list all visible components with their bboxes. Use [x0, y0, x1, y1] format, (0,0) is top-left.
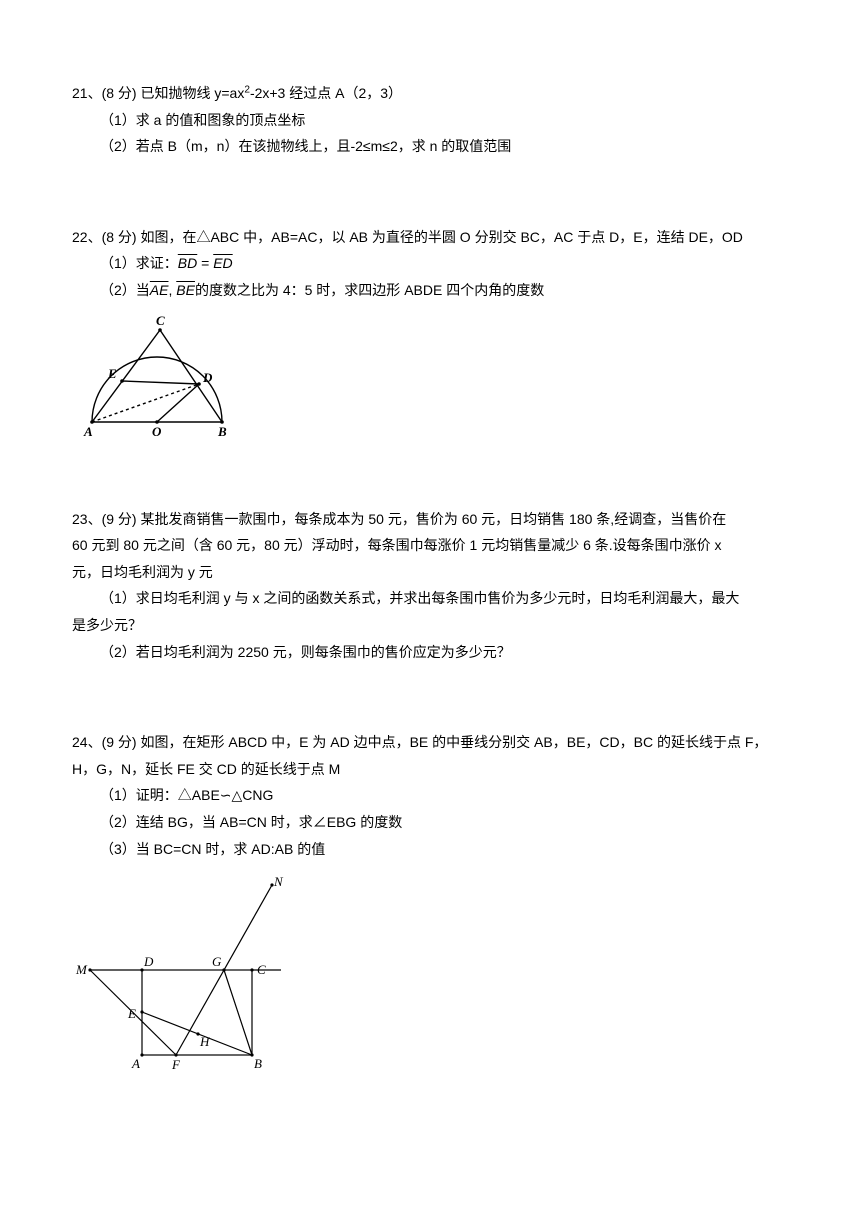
figure-22: A B O C E D	[72, 312, 788, 442]
text: 的度数之比为 4：5 时，求四边形 ABDE 四个内角的度数	[195, 282, 544, 298]
subquestion-1: （1）求 a 的值和图象的顶点坐标	[72, 107, 788, 134]
label-n: N	[273, 874, 284, 889]
arc-ed: ED	[213, 255, 232, 271]
problem-23-line3: 元，日均毛利润为 y 元	[72, 559, 788, 586]
semicircle-diagram: A B O C E D	[72, 312, 252, 442]
figure-24: A B C D E F G H M N	[72, 870, 788, 1080]
problem-21: 21、(8 分) 已知抛物线 y=ax2-2x+3 经过点 A（2，3） （1）…	[72, 80, 788, 160]
subquestion-2: （2）连结 BG，当 AB=CN 时，求∠EBG 的度数	[72, 809, 788, 836]
text: （2）当	[100, 282, 150, 298]
subquestion-1a: （1）求日均毛利润 y 与 x 之间的函数关系式，并求出每条围巾售价为多少元时，…	[100, 585, 788, 612]
arc-bd: BD	[178, 255, 197, 271]
points: (9 分)	[102, 734, 137, 750]
problem-24-line1: 24、(9 分) 如图，在矩形 ABCD 中，E 为 AD 边中点，BE 的中垂…	[72, 729, 788, 756]
label-e: E	[127, 1006, 136, 1021]
problem-number: 24、	[72, 734, 102, 750]
problem-22-statement: 22、(8 分) 如图，在△ABC 中，AB=AC，以 AB 为直径的半圆 O …	[72, 224, 788, 251]
line-od	[157, 384, 199, 422]
line-bc	[160, 330, 222, 422]
text: 某批发商销售一款围巾，每条成本为 50 元，售价为 60 元，日均销售 180 …	[137, 511, 727, 527]
points: (8 分)	[102, 229, 137, 245]
label-o: O	[152, 424, 162, 439]
label-d: D	[143, 954, 154, 969]
subquestion-3: （3）当 BC=CN 时，求 AD:AB 的值	[72, 836, 788, 863]
problem-number: 23、	[72, 511, 102, 527]
subquestion-2: （2）若点 B（m，n）在该抛物线上，且-2≤m≤2，求 n 的取值范围	[72, 133, 788, 160]
text: -2x+3 经过点 A（2，3）	[250, 85, 402, 101]
line-ad	[92, 384, 199, 422]
problem-number: 21、	[72, 85, 102, 101]
problem-23: 23、(9 分) 某批发商销售一款围巾，每条成本为 50 元，售价为 60 元，…	[72, 506, 788, 666]
problem-24: 24、(9 分) 如图，在矩形 ABCD 中，E 为 AD 边中点，BE 的中垂…	[72, 729, 788, 1080]
label-h: H	[199, 1034, 210, 1049]
label-d: D	[202, 370, 213, 385]
text: =	[197, 255, 213, 271]
subquestion-2: （2）当AE, BE的度数之比为 4：5 时，求四边形 ABDE 四个内角的度数	[72, 277, 788, 304]
problem-number: 22、	[72, 229, 102, 245]
label-a: A	[131, 1056, 140, 1071]
text: 如图，在矩形 ABCD 中，E 为 AD 边中点，BE 的中垂线分别交 AB，B…	[137, 734, 768, 750]
label-m: M	[75, 962, 88, 977]
text: 已知抛物线 y=ax	[137, 85, 245, 101]
problem-23-line2: 60 元到 80 元之间（含 60 元，80 元）浮动时，每条围巾每涨价 1 元…	[72, 532, 788, 559]
label-c: C	[257, 962, 266, 977]
label-b: B	[254, 1056, 262, 1071]
problem-22: 22、(8 分) 如图，在△ABC 中，AB=AC，以 AB 为直径的半圆 O …	[72, 224, 788, 442]
label-f: F	[171, 1057, 181, 1072]
label-e: E	[107, 366, 117, 381]
problem-24-line2: H，G，N，延长 FE 交 CD 的延长线于点 M	[72, 756, 788, 783]
subquestion-1: （1）证明：△ABE∽△CNG	[72, 782, 788, 809]
text: 如图，在△ABC 中，AB=AC，以 AB 为直径的半圆 O 分别交 BC，AC…	[137, 229, 743, 245]
line-ed	[122, 381, 199, 384]
line-bg	[224, 970, 252, 1055]
label-b: B	[217, 424, 227, 439]
label-a: A	[83, 424, 93, 439]
arc-be: BE	[176, 282, 195, 298]
points: (9 分)	[102, 511, 137, 527]
rectangle-diagram: A B C D E F G H M N	[72, 870, 312, 1080]
subquestion-1: （1）求证：BD = ED	[72, 250, 788, 277]
line-ac	[92, 330, 160, 422]
arc-ae: AE	[150, 282, 169, 298]
label-c: C	[156, 313, 165, 328]
text: （1）求证：	[100, 255, 178, 271]
points: (8 分)	[102, 85, 137, 101]
problem-23-line1: 23、(9 分) 某批发商销售一款围巾，每条成本为 50 元，售价为 60 元，…	[72, 506, 788, 533]
problem-21-statement: 21、(8 分) 已知抛物线 y=ax2-2x+3 经过点 A（2，3）	[72, 80, 788, 107]
rectangle-abcd	[142, 970, 252, 1055]
subquestion-1b: 是多少元？	[72, 612, 788, 639]
label-g: G	[212, 954, 222, 969]
subquestion-2: （2）若日均毛利润为 2250 元，则每条围巾的售价应定为多少元？	[72, 639, 788, 666]
